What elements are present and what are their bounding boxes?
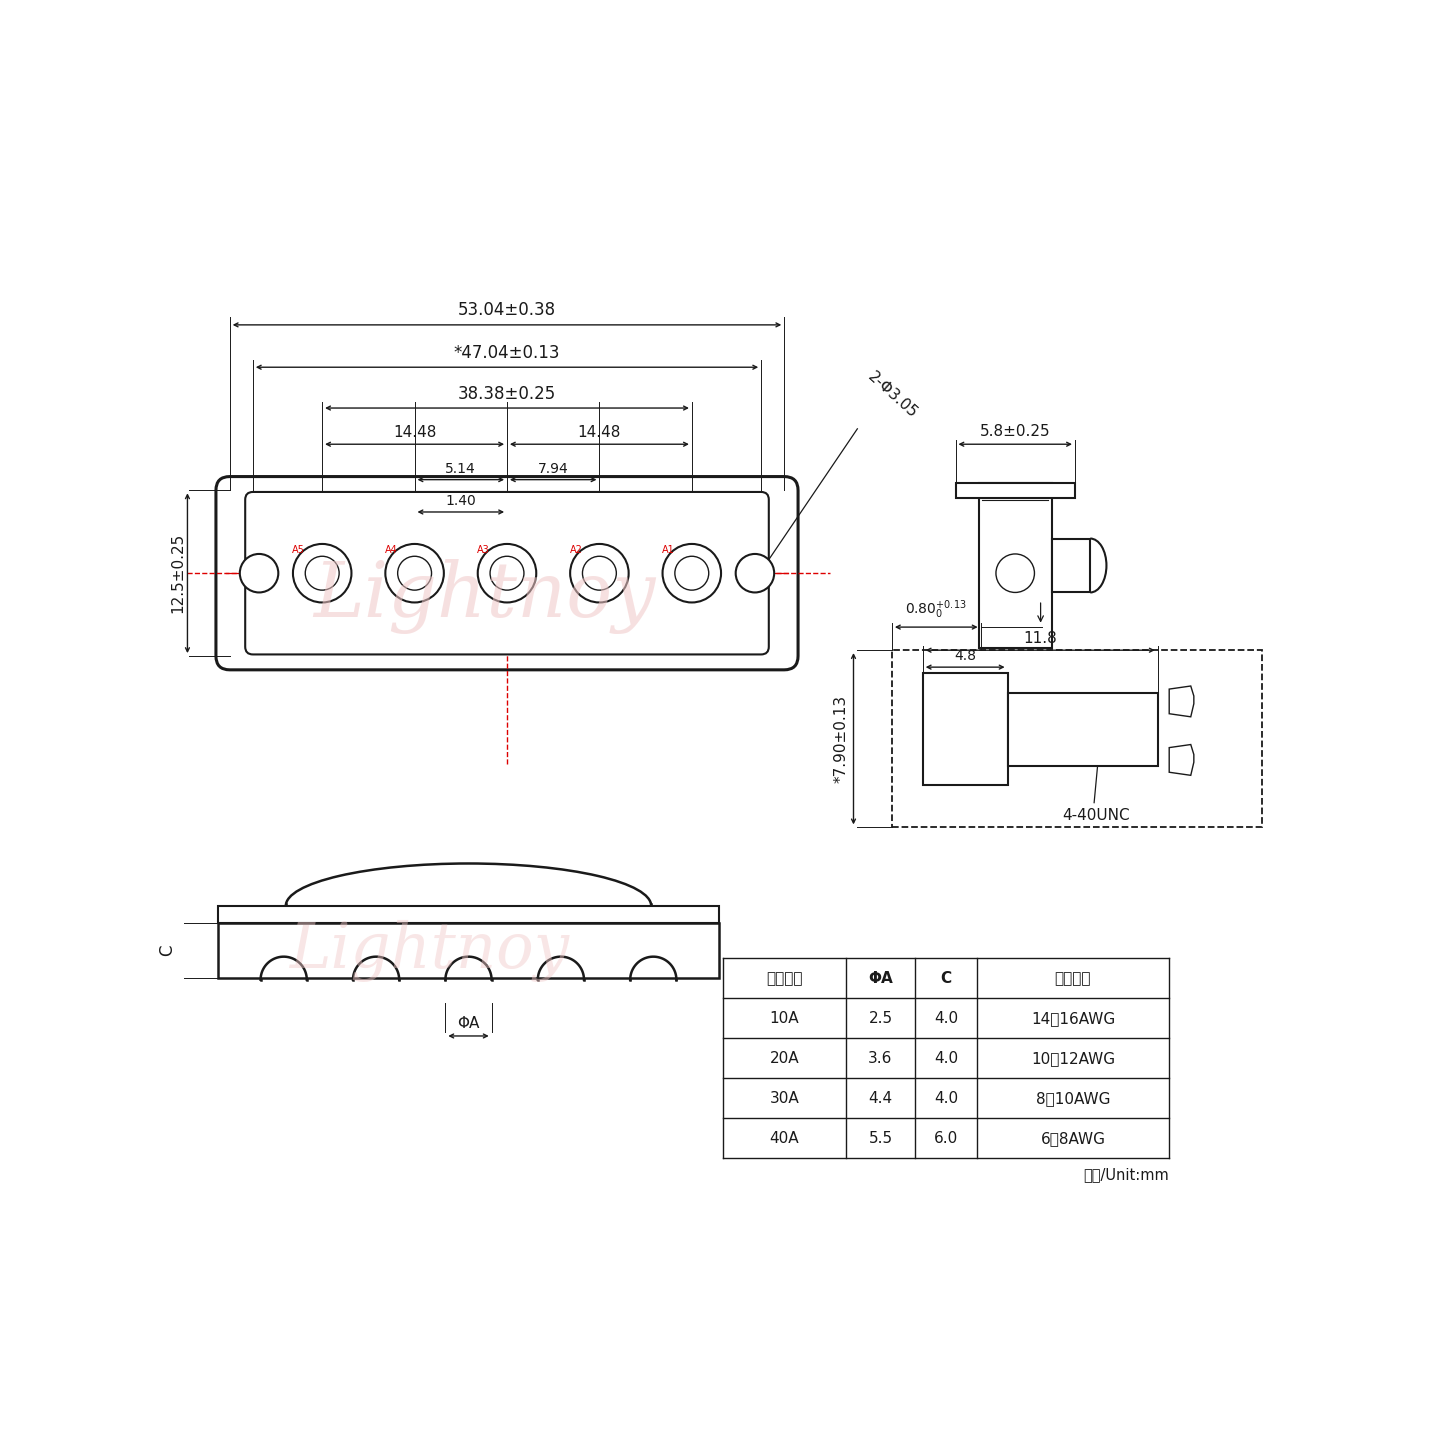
- Circle shape: [305, 556, 340, 590]
- Text: 3.6: 3.6: [868, 1051, 893, 1066]
- Bar: [979, 482, 1051, 648]
- Bar: [1008, 693, 1158, 766]
- Circle shape: [292, 544, 351, 602]
- Text: 7.94: 7.94: [537, 462, 569, 475]
- Text: 12.5±0.25: 12.5±0.25: [171, 533, 186, 613]
- Circle shape: [490, 556, 524, 590]
- Polygon shape: [1169, 744, 1194, 775]
- Text: C: C: [940, 971, 952, 986]
- Circle shape: [736, 554, 775, 592]
- Text: 4.0: 4.0: [933, 1011, 958, 1025]
- Text: A2: A2: [570, 546, 582, 556]
- Text: 10A: 10A: [769, 1011, 799, 1025]
- Bar: [891, 651, 1261, 828]
- Circle shape: [386, 544, 444, 602]
- Polygon shape: [1169, 685, 1194, 717]
- Text: 10～12AWG: 10～12AWG: [1031, 1051, 1115, 1066]
- Text: 线材规格: 线材规格: [1054, 971, 1092, 986]
- Text: 2-Φ3.05: 2-Φ3.05: [865, 369, 920, 420]
- Text: 20A: 20A: [769, 1051, 799, 1066]
- Text: Lightnoy: Lightnoy: [312, 559, 655, 634]
- Bar: [219, 923, 719, 978]
- Text: 单位/Unit:mm: 单位/Unit:mm: [1083, 1168, 1169, 1182]
- Text: 4.4: 4.4: [868, 1092, 893, 1106]
- Text: 40A: 40A: [769, 1130, 799, 1146]
- Bar: [923, 674, 1008, 785]
- Text: 4.0: 4.0: [933, 1092, 958, 1106]
- Text: 11.8: 11.8: [1024, 631, 1057, 645]
- Circle shape: [662, 544, 721, 602]
- Text: 14.48: 14.48: [393, 425, 436, 439]
- Bar: [956, 482, 1074, 498]
- Text: $0.80^{+0.13}_{0}$: $0.80^{+0.13}_{0}$: [906, 599, 968, 621]
- Text: 30A: 30A: [769, 1092, 799, 1106]
- Text: 14.48: 14.48: [577, 425, 621, 439]
- Text: 4-40UNC: 4-40UNC: [1063, 808, 1130, 824]
- Text: 1.40: 1.40: [445, 494, 477, 508]
- FancyBboxPatch shape: [245, 492, 769, 654]
- Text: 5.5: 5.5: [868, 1130, 893, 1146]
- Text: Lightnoy: Lightnoy: [289, 920, 570, 982]
- Text: 5.8±0.25: 5.8±0.25: [979, 423, 1051, 439]
- Text: 4.0: 4.0: [933, 1051, 958, 1066]
- Text: 额定电流: 额定电流: [766, 971, 802, 986]
- Text: 2.5: 2.5: [868, 1011, 893, 1025]
- Text: *7.90±0.13: *7.90±0.13: [834, 694, 848, 783]
- Circle shape: [582, 556, 616, 590]
- Text: C: C: [157, 945, 176, 956]
- FancyBboxPatch shape: [216, 477, 798, 670]
- Bar: [219, 906, 719, 923]
- Text: 8～10AWG: 8～10AWG: [1035, 1092, 1110, 1106]
- Text: A4: A4: [384, 546, 397, 556]
- Text: 6～8AWG: 6～8AWG: [1041, 1130, 1106, 1146]
- Text: 38.38±0.25: 38.38±0.25: [458, 384, 556, 403]
- Circle shape: [397, 556, 432, 590]
- Text: 6.0: 6.0: [933, 1130, 958, 1146]
- Circle shape: [996, 554, 1034, 592]
- Circle shape: [240, 554, 278, 592]
- Text: A3: A3: [477, 546, 490, 556]
- Bar: [1051, 539, 1090, 592]
- Text: ΦA: ΦA: [458, 1017, 480, 1031]
- Text: 5.14: 5.14: [445, 462, 477, 475]
- Text: *47.04±0.13: *47.04±0.13: [454, 344, 560, 361]
- Text: 53.04±0.38: 53.04±0.38: [458, 301, 556, 320]
- Circle shape: [478, 544, 536, 602]
- Text: 14～16AWG: 14～16AWG: [1031, 1011, 1115, 1025]
- Circle shape: [675, 556, 708, 590]
- Circle shape: [570, 544, 629, 602]
- Text: ΦA: ΦA: [868, 971, 893, 986]
- Text: A1: A1: [662, 546, 675, 556]
- Text: A5: A5: [292, 546, 305, 556]
- Text: 4.8: 4.8: [955, 649, 976, 664]
